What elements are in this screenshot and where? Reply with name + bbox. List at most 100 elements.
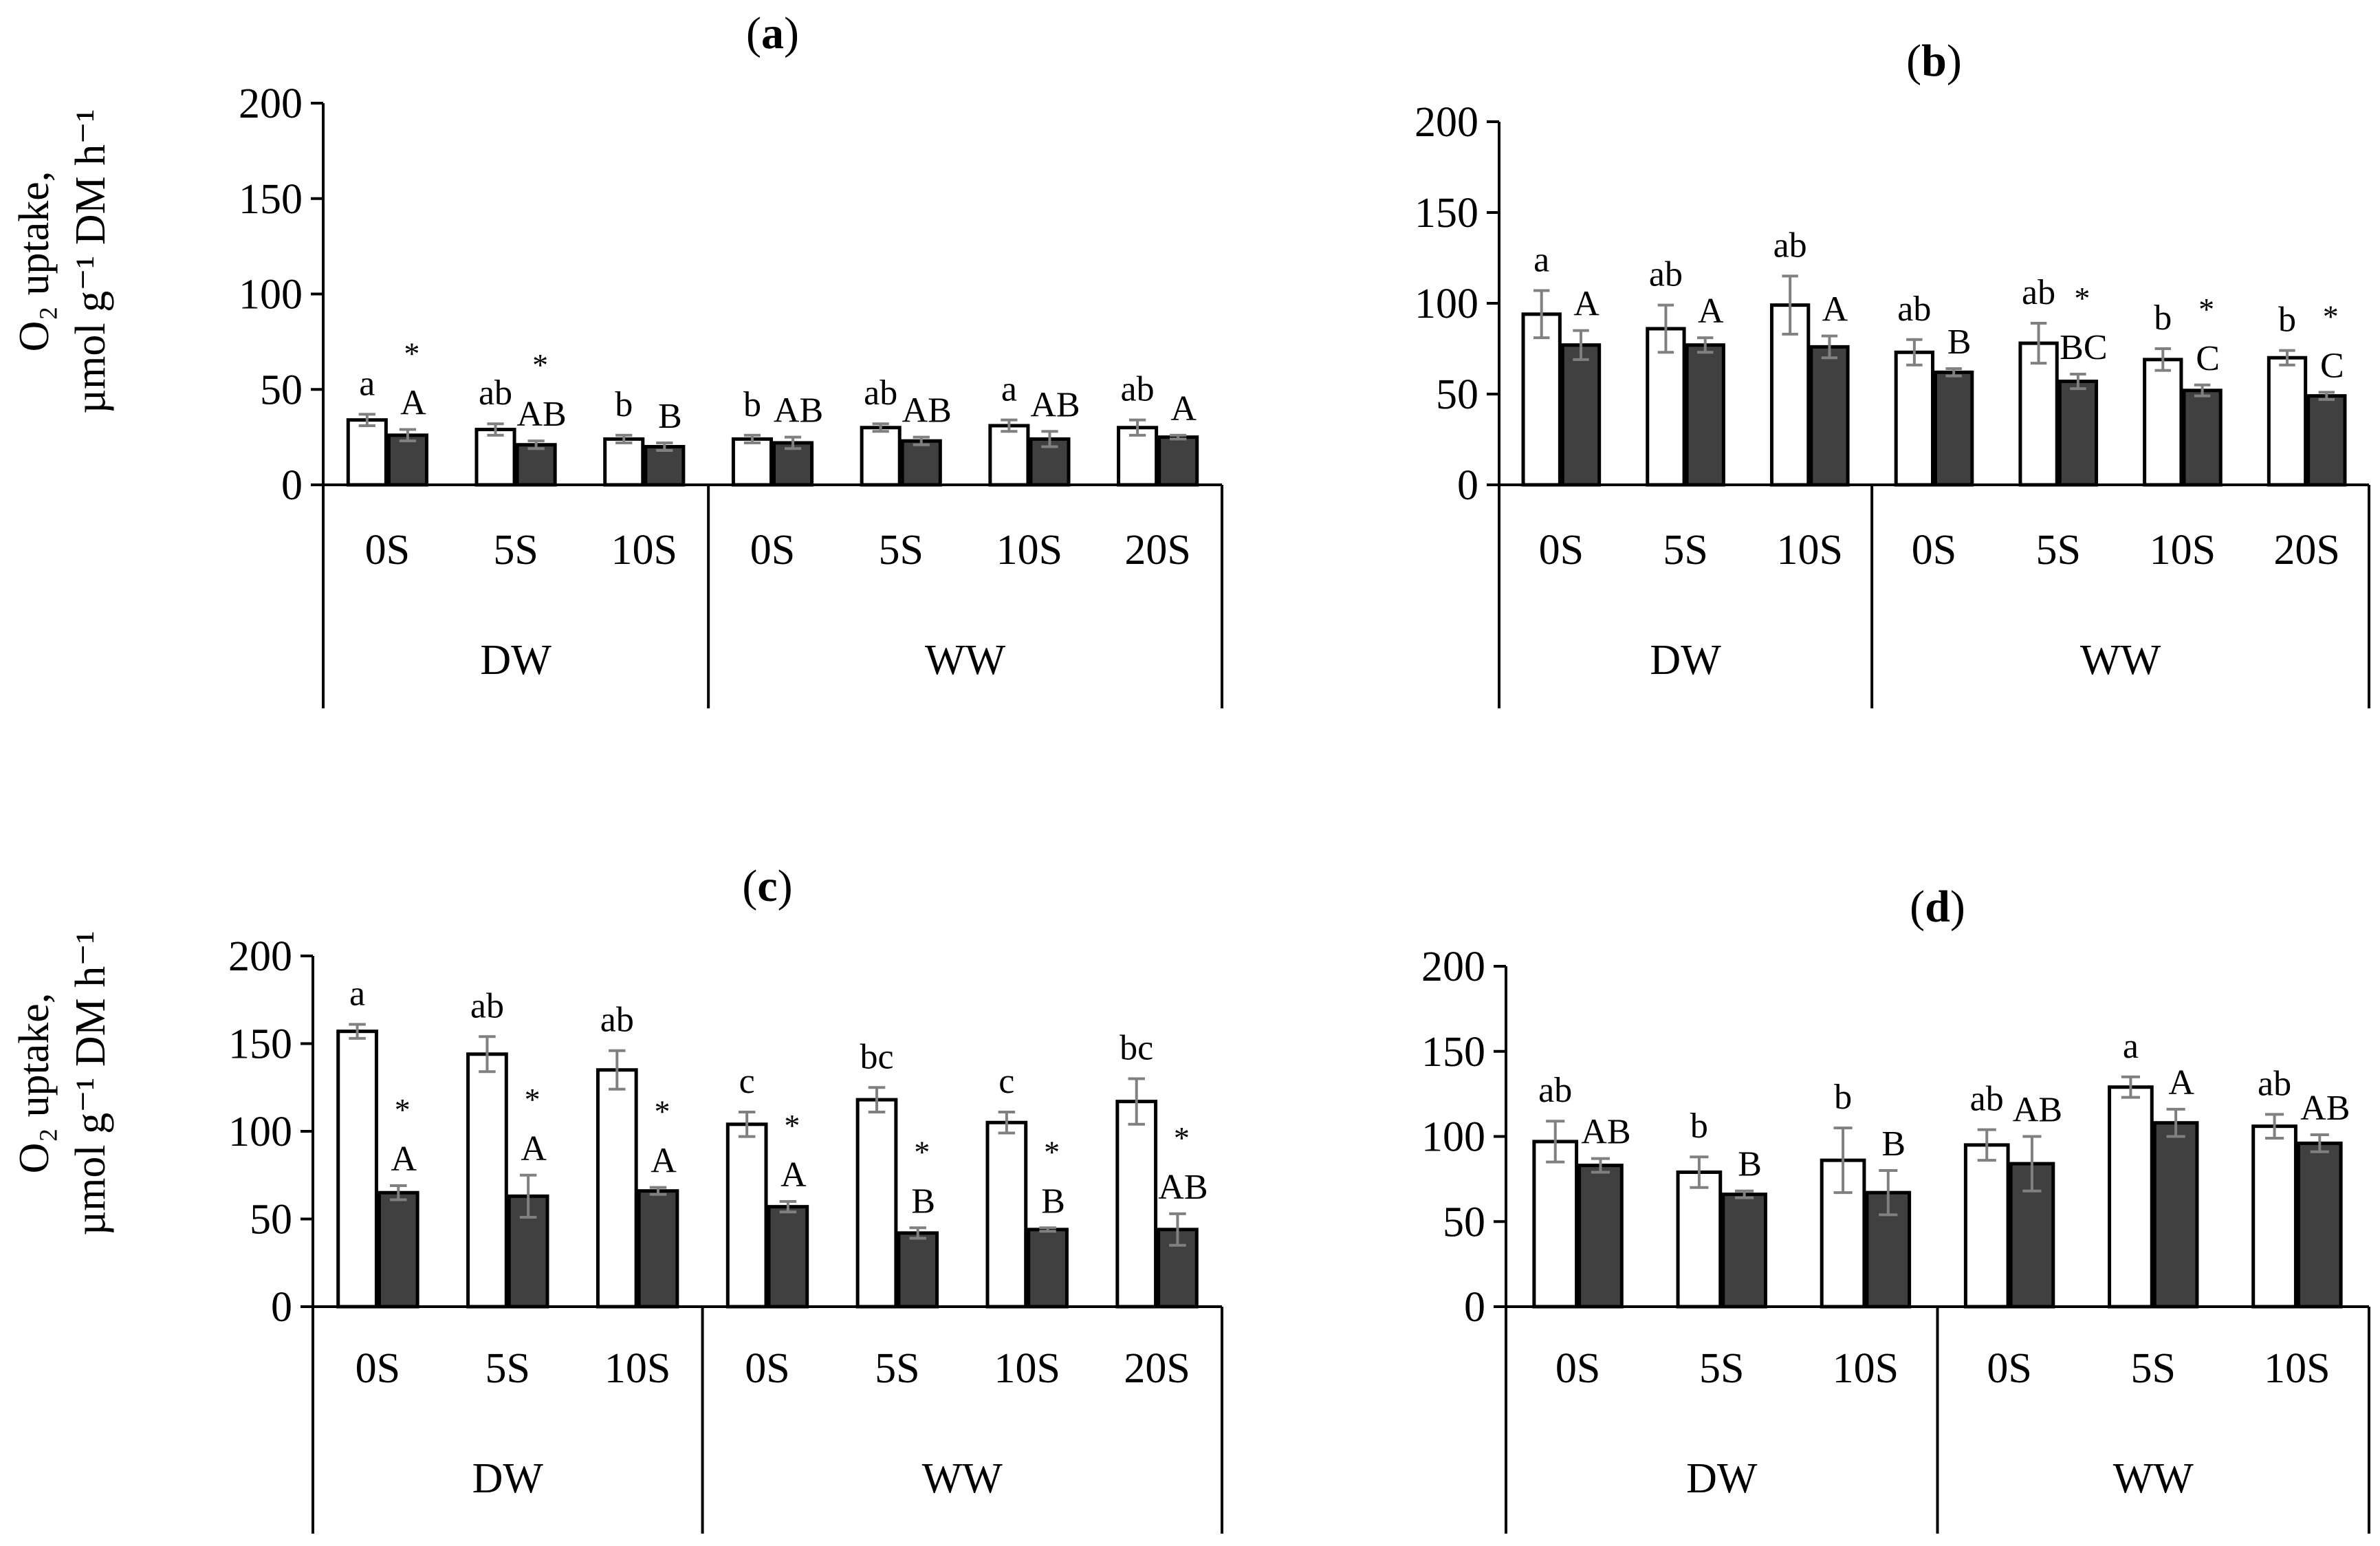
x-tick-label: 0S: [356, 1345, 400, 1392]
significance-star: *: [395, 1092, 411, 1127]
y-tick-label: 200: [239, 80, 303, 127]
bar-open: [2108, 1085, 2154, 1309]
x-tick-label: 20S: [1124, 1345, 1190, 1392]
y-tick-label: 50: [1443, 1199, 1485, 1245]
error-bar: [2154, 347, 2172, 372]
bar-open: [988, 424, 1030, 487]
x-tick-label: 10S: [994, 1345, 1060, 1392]
error-bar: [656, 441, 673, 453]
x-tick-label: 0S: [1539, 527, 1584, 574]
significance-star: *: [784, 1108, 800, 1143]
y-tick-label: 50: [260, 367, 303, 413]
error-bar: [2264, 1113, 2284, 1140]
letter-label-filled: BC: [2060, 328, 2107, 367]
letter-label-open: a: [1533, 241, 1549, 280]
y-tick-label: 100: [228, 1109, 292, 1155]
bar-open: [1676, 1170, 1723, 1309]
letter-label-filled: AB: [1030, 385, 1080, 424]
bar-open: [1521, 312, 1562, 487]
error-bar: [913, 435, 930, 446]
y-tick-label: 150: [1415, 190, 1478, 237]
letter-label-filled: A: [1822, 290, 1848, 329]
y-tick-label: 0: [281, 462, 303, 509]
error-bar: [1945, 367, 1962, 378]
error-bar: [349, 1023, 366, 1040]
letter-label-filled: AB: [1581, 1113, 1630, 1152]
error-bar: [2279, 349, 2295, 367]
error-bar: [1001, 418, 1018, 433]
bar-filled: [377, 1190, 419, 1309]
x-tick-label: 5S: [493, 527, 538, 574]
x-tick-label: 0S: [745, 1345, 789, 1392]
group-label: DW: [472, 1455, 544, 1502]
y-axis-label-line2: µmol g⁻¹ DM h⁻¹: [67, 930, 114, 1235]
y-tick-label: 150: [228, 1021, 292, 1068]
letter-label-open: b: [2278, 301, 2296, 340]
x-tick-label: 10S: [996, 527, 1062, 574]
x-tick-label: 0S: [1987, 1345, 2031, 1392]
group-label: DW: [1650, 637, 1721, 684]
bar-open: [1115, 1100, 1158, 1309]
letter-label-open: b: [615, 385, 633, 424]
bar-filled: [644, 445, 686, 487]
bar-open: [596, 1068, 638, 1309]
significance-star: *: [1174, 1120, 1190, 1155]
letter-label-open: b: [743, 385, 761, 424]
letter-label-open: a: [349, 974, 365, 1013]
letter-label-open: ab: [1773, 226, 1807, 265]
chart-panel-c: (c) 0 50 100 150 200 DW WW 0S 5S 10S 0S 5S 10S 20S a A * a…: [228, 861, 1223, 1534]
error-bar: [2166, 1107, 2185, 1138]
error-bar: [2194, 383, 2211, 398]
error-bar: [2121, 1075, 2140, 1099]
letter-label-filled: B: [911, 1182, 935, 1221]
error-bar: [2318, 391, 2335, 401]
x-tick-label: 5S: [1699, 1345, 1744, 1392]
error-bar: [1782, 274, 1798, 336]
y-tick-label: 100: [239, 272, 303, 318]
error-bar: [909, 1226, 926, 1240]
letter-label-filled: A: [651, 1142, 677, 1181]
bar-open: [2251, 1124, 2297, 1309]
bar-filled: [1157, 1228, 1199, 1309]
error-bar: [1546, 1120, 1565, 1164]
letter-label-open: a: [2123, 1027, 2139, 1066]
letter-label-filled: AB: [774, 391, 823, 431]
y-tick-label: 0: [271, 1284, 292, 1331]
x-tick-label: 0S: [1555, 1345, 1600, 1392]
bar-filled: [767, 1205, 809, 1309]
letter-label-filled: AB: [516, 395, 566, 434]
error-bar: [868, 1086, 886, 1113]
x-tick-label: 5S: [878, 527, 923, 574]
y-tick-label: 100: [1421, 1114, 1485, 1161]
bar-filled: [1560, 343, 1602, 487]
y-tick-label: 200: [1415, 99, 1478, 146]
letter-label-filled: C: [2196, 339, 2220, 378]
letter-label-open: a: [359, 364, 375, 403]
letter-label-open: ab: [1121, 370, 1155, 409]
error-bar: [1690, 1155, 1709, 1189]
y-tick-label: 50: [1436, 371, 1478, 418]
letter-label-filled: A: [521, 1129, 547, 1168]
error-bar: [649, 1186, 667, 1196]
error-bar: [1657, 303, 1674, 354]
significance-star: *: [525, 1082, 541, 1117]
significance-star: *: [404, 336, 419, 371]
x-tick-label: 5S: [2035, 527, 2080, 574]
letter-label-filled: A: [391, 1140, 417, 1179]
bar-filled: [637, 1189, 679, 1309]
bar-open: [336, 1030, 378, 1309]
error-bar: [1977, 1128, 1996, 1162]
error-bar: [358, 413, 375, 427]
significance-star: *: [532, 347, 548, 382]
letter-label-filled: B: [658, 397, 682, 436]
bar-open: [2143, 358, 2183, 487]
error-bar: [1533, 289, 1550, 340]
error-bar: [615, 433, 633, 444]
letter-label-filled: A: [780, 1155, 807, 1195]
bar-filled: [2182, 389, 2223, 487]
error-bar: [399, 428, 417, 443]
letter-label-filled: B: [1881, 1124, 1906, 1164]
x-tick-label: 10S: [1833, 1345, 1899, 1392]
